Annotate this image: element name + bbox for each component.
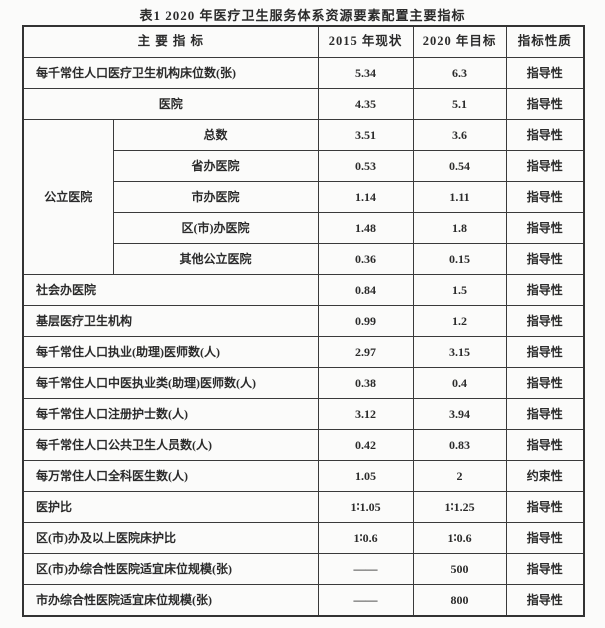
value-2020-cell: 3.15 bbox=[412, 336, 507, 368]
indicator-cell: 市办综合性医院适宜床位规模(张) bbox=[22, 584, 319, 617]
nature-cell: 约束性 bbox=[505, 460, 585, 492]
indicator-cell: 每万常住人口全科医生数(人) bbox=[22, 460, 319, 492]
indicator-cell: 每千常住人口注册护士数(人) bbox=[22, 398, 319, 430]
value-2020-cell: 0.83 bbox=[412, 429, 507, 461]
table-row: 每千常住人口执业(助理)医师数(人) 2.97 3.15 指导性 bbox=[22, 336, 585, 368]
table-row: 每千常住人口中医执业类(助理)医师数(人) 0.38 0.4 指导性 bbox=[22, 367, 585, 399]
header-2020-target: 2020 年目标 bbox=[412, 25, 507, 58]
nature-cell: 指导性 bbox=[505, 212, 585, 244]
value-2020-cell: 1.5 bbox=[412, 274, 507, 306]
indicator-cell: 区(市)办及以上医院床护比 bbox=[22, 522, 319, 554]
table-row: 市办医院 1.14 1.11 指导性 bbox=[23, 181, 585, 213]
indicator-cell: 市办医院 bbox=[112, 181, 319, 213]
nature-cell: 指导性 bbox=[505, 181, 585, 213]
value-2015-cell: 0.53 bbox=[317, 150, 414, 182]
nature-cell: 指导性 bbox=[505, 243, 585, 275]
value-2020-cell: 800 bbox=[412, 584, 507, 617]
group-label-cell: 公立医院 bbox=[22, 119, 114, 275]
indicator-table-body: 每千常住人口医疗卫生机构床位数(张) 5.34 6.3 指导性 医院 4.35 5.1 指导性… bbox=[22, 57, 585, 617]
table-row: 每千常住人口公共卫生人员数(人) 0.42 0.83 指导性 bbox=[22, 429, 585, 461]
value-2015-cell: 0.99 bbox=[317, 305, 414, 337]
header-main-indicator: 主 要 指 标 bbox=[22, 25, 319, 58]
table-row: 市办综合性医院适宜床位规模(张) —— 800 指导性 bbox=[22, 584, 585, 617]
nature-cell: 指导性 bbox=[505, 553, 585, 585]
header-indicator-nature: 指标性质 bbox=[505, 25, 585, 58]
nature-cell: 指导性 bbox=[505, 491, 585, 523]
table-row: 每千常住人口注册护士数(人) 3.12 3.94 指导性 bbox=[22, 398, 585, 430]
value-2015-cell: 1.14 bbox=[317, 181, 414, 213]
value-2015-cell: 1.48 bbox=[317, 212, 414, 244]
table-row: 区(市)办及以上医院床护比 1∶0.6 1∶0.6 指导性 bbox=[22, 522, 585, 554]
indicator-cell: 医护比 bbox=[22, 491, 319, 523]
value-2015-cell: 0.84 bbox=[317, 274, 414, 306]
table-row: 区(市)办医院 1.48 1.8 指导性 bbox=[23, 212, 585, 244]
indicator-cell: 区(市)办综合性医院适宜床位规模(张) bbox=[22, 553, 319, 585]
value-2020-cell: 1.8 bbox=[412, 212, 507, 244]
nature-cell: 指导性 bbox=[505, 584, 585, 617]
indicator-table: 主 要 指 标 2015 年现状 2020 年目标 指标性质 每千常住人口医疗卫… bbox=[22, 25, 586, 617]
value-2020-cell: 1.11 bbox=[412, 181, 507, 213]
value-2015-cell: 3.12 bbox=[317, 398, 414, 430]
nature-cell: 指导性 bbox=[505, 119, 585, 151]
value-2015-cell: 3.51 bbox=[317, 119, 414, 151]
value-2015-cell: 2.97 bbox=[317, 336, 414, 368]
indicator-cell: 省办医院 bbox=[112, 150, 319, 182]
indicator-cell: 每千常住人口公共卫生人员数(人) bbox=[22, 429, 319, 461]
indicator-cell: 社会办医院 bbox=[22, 274, 319, 306]
table-row: 区(市)办综合性医院适宜床位规模(张) —— 500 指导性 bbox=[22, 553, 585, 585]
nature-cell: 指导性 bbox=[505, 367, 585, 399]
nature-cell: 指导性 bbox=[505, 57, 585, 89]
value-2020-cell: 3.6 bbox=[412, 119, 507, 151]
indicator-cell: 基层医疗卫生机构 bbox=[22, 305, 319, 337]
value-2015-cell: —— bbox=[317, 553, 414, 585]
value-2020-cell: 0.54 bbox=[412, 150, 507, 182]
indicator-cell: 每千常住人口中医执业类(助理)医师数(人) bbox=[22, 367, 319, 399]
value-2015-cell: —— bbox=[317, 584, 414, 617]
value-2020-cell: 3.94 bbox=[412, 398, 507, 430]
table-row: 医院 4.35 5.1 指导性 bbox=[22, 88, 585, 120]
header-row: 主 要 指 标 2015 年现状 2020 年目标 指标性质 bbox=[22, 25, 585, 58]
value-2015-cell: 1∶1.05 bbox=[317, 491, 414, 523]
table-row: 医护比 1∶1.05 1∶1.25 指导性 bbox=[22, 491, 585, 523]
value-2020-cell: 0.4 bbox=[412, 367, 507, 399]
value-2020-cell: 500 bbox=[412, 553, 507, 585]
table-row: 每万常住人口全科医生数(人) 1.05 2 约束性 bbox=[22, 460, 585, 492]
nature-cell: 指导性 bbox=[505, 522, 585, 554]
value-2020-cell: 1.2 bbox=[412, 305, 507, 337]
value-2015-cell: 0.36 bbox=[317, 243, 414, 275]
value-2020-cell: 5.1 bbox=[412, 88, 507, 120]
value-2015-cell: 4.35 bbox=[317, 88, 414, 120]
table-row: 社会办医院 0.84 1.5 指导性 bbox=[22, 274, 585, 306]
value-2015-cell: 1.05 bbox=[317, 460, 414, 492]
nature-cell: 指导性 bbox=[505, 398, 585, 430]
value-2020-cell: 0.15 bbox=[412, 243, 507, 275]
indicator-cell: 每千常住人口执业(助理)医师数(人) bbox=[22, 336, 319, 368]
table-row: 公立医院 总数 3.51 3.6 指导性 bbox=[22, 119, 585, 275]
indicator-cell: 每千常住人口医疗卫生机构床位数(张) bbox=[22, 57, 319, 89]
table-row: 其他公立医院 0.36 0.15 指导性 bbox=[23, 243, 585, 275]
nature-cell: 指导性 bbox=[505, 305, 585, 337]
value-2020-cell: 2 bbox=[412, 460, 507, 492]
indicator-cell: 区(市)办医院 bbox=[112, 212, 319, 244]
value-2020-cell: 1∶0.6 bbox=[412, 522, 507, 554]
table-row: 省办医院 0.53 0.54 指导性 bbox=[23, 150, 585, 182]
nature-cell: 指导性 bbox=[505, 150, 585, 182]
indicator-cell: 医院 bbox=[22, 88, 319, 120]
value-2015-cell: 1∶0.6 bbox=[317, 522, 414, 554]
value-2015-cell: 0.38 bbox=[317, 367, 414, 399]
value-2015-cell: 5.34 bbox=[317, 57, 414, 89]
nature-cell: 指导性 bbox=[505, 274, 585, 306]
value-2020-cell: 6.3 bbox=[412, 57, 507, 89]
nature-cell: 指导性 bbox=[505, 88, 585, 120]
nature-cell: 指导性 bbox=[505, 336, 585, 368]
indicator-cell: 其他公立医院 bbox=[112, 243, 319, 275]
indicator-cell: 总数 bbox=[112, 119, 319, 151]
nature-cell: 指导性 bbox=[505, 429, 585, 461]
table-row: 每千常住人口医疗卫生机构床位数(张) 5.34 6.3 指导性 bbox=[22, 57, 585, 89]
header-2015-status: 2015 年现状 bbox=[317, 25, 414, 58]
value-2015-cell: 0.42 bbox=[317, 429, 414, 461]
page-title: 表1 2020 年医疗卫生服务体系资源要素配置主要指标 bbox=[139, 8, 466, 23]
table-row: 基层医疗卫生机构 0.99 1.2 指导性 bbox=[22, 305, 585, 337]
value-2020-cell: 1∶1.25 bbox=[412, 491, 507, 523]
